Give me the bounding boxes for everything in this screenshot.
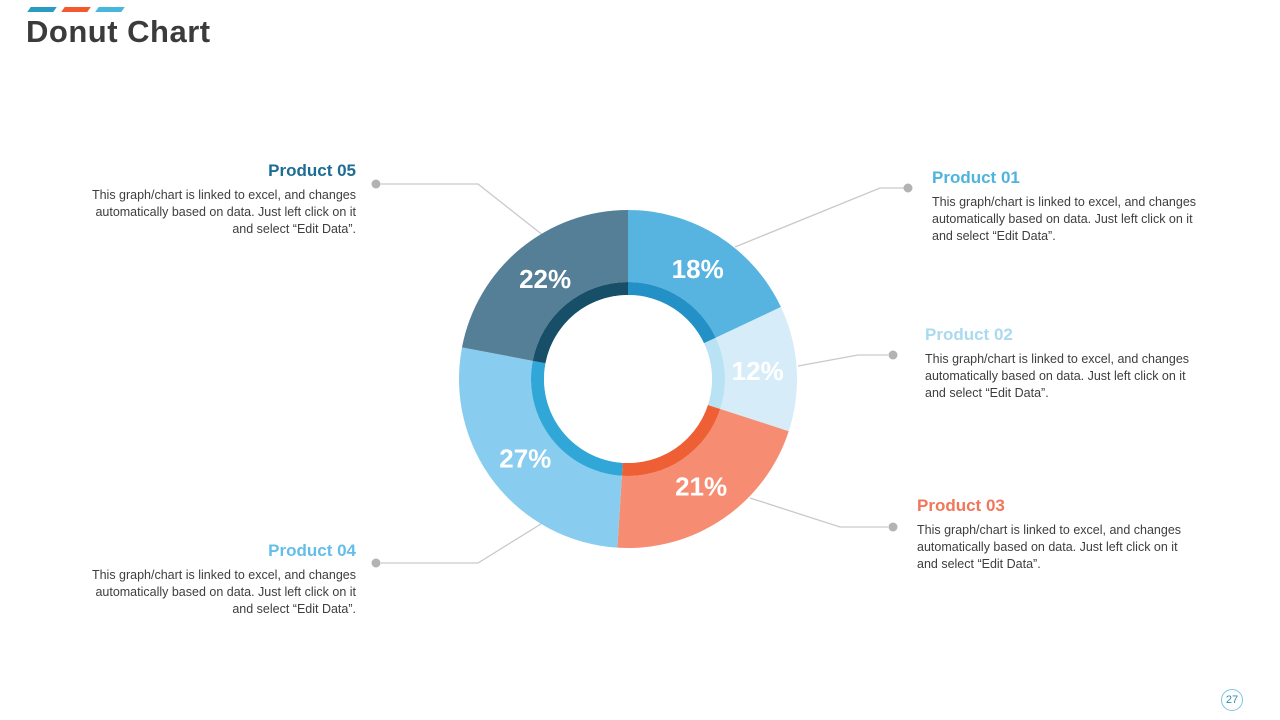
callout-description-product-05: This graph/chart is linked to excel, and… xyxy=(91,187,356,237)
leader-line-product-05 xyxy=(381,183,550,241)
leader-dot-product-01 xyxy=(903,183,913,193)
callout-product-05: Product 05 This graph/chart is linked to… xyxy=(84,161,356,238)
callout-title-product-02: Product 02 xyxy=(925,325,1013,344)
data-label-product-02: 12% xyxy=(732,356,784,386)
callout-description-product-04: This graph/chart is linked to excel, and… xyxy=(91,567,356,617)
donut-inner-ring-product-05[interactable] xyxy=(532,282,628,364)
leader-dot-product-02 xyxy=(888,350,898,360)
leader-lines xyxy=(371,179,913,568)
data-label-product-03: 21% xyxy=(675,472,727,502)
data-label-product-01: 18% xyxy=(672,254,724,284)
leader-dot-product-04 xyxy=(371,558,381,568)
leader-dot-product-05 xyxy=(371,179,381,189)
callout-product-01: Product 01 This graph/chart is linked to… xyxy=(932,168,1204,245)
donut-inner-ring-product-04[interactable] xyxy=(531,360,623,476)
donut-data-labels: 18% 12% 21% 27% 22% xyxy=(499,254,783,501)
callout-product-04: Product 04 This graph/chart is linked to… xyxy=(84,541,356,618)
donut-inner-ring-product-03[interactable] xyxy=(621,404,721,477)
leader-line-product-01 xyxy=(734,187,908,248)
leader-line-product-04 xyxy=(381,518,550,564)
callout-title-product-03: Product 03 xyxy=(917,496,1005,515)
data-label-product-04: 27% xyxy=(499,444,551,474)
donut-segment-product-05[interactable] xyxy=(461,210,628,361)
callout-description-product-01: This graph/chart is linked to excel, and… xyxy=(932,194,1197,244)
page-title: Donut Chart xyxy=(26,14,211,49)
slide-header: Donut Chart xyxy=(26,7,211,49)
donut-segment-product-02[interactable] xyxy=(715,307,798,432)
callout-title-product-01: Product 01 xyxy=(932,168,1020,187)
callout-description-product-02: This graph/chart is linked to excel, and… xyxy=(925,351,1190,401)
callout-title-product-04: Product 04 xyxy=(268,541,356,560)
donut-inner-ring-product-01[interactable] xyxy=(628,281,716,344)
callout-title-product-05: Product 05 xyxy=(268,161,356,180)
donut-segment-product-04[interactable] xyxy=(458,347,622,548)
callout-description-product-03: This graph/chart is linked to excel, and… xyxy=(917,522,1182,572)
donut-hole xyxy=(544,295,712,463)
leader-line-product-02 xyxy=(797,354,888,367)
leader-line-product-03 xyxy=(749,497,888,528)
leader-dot-product-03 xyxy=(888,522,898,532)
donut-segment-product-03[interactable] xyxy=(617,408,789,549)
callout-product-03: Product 03 This graph/chart is linked to… xyxy=(917,496,1189,573)
donut-inner-ring-product-02[interactable] xyxy=(704,337,725,409)
page-number-badge: 27 xyxy=(1221,689,1243,711)
donut-segment-product-01[interactable] xyxy=(628,210,781,338)
donut-segments[interactable] xyxy=(458,210,798,549)
callout-product-02: Product 02 This graph/chart is linked to… xyxy=(925,325,1197,402)
page-number: 27 xyxy=(1225,694,1239,706)
data-label-product-05: 22% xyxy=(519,264,571,294)
